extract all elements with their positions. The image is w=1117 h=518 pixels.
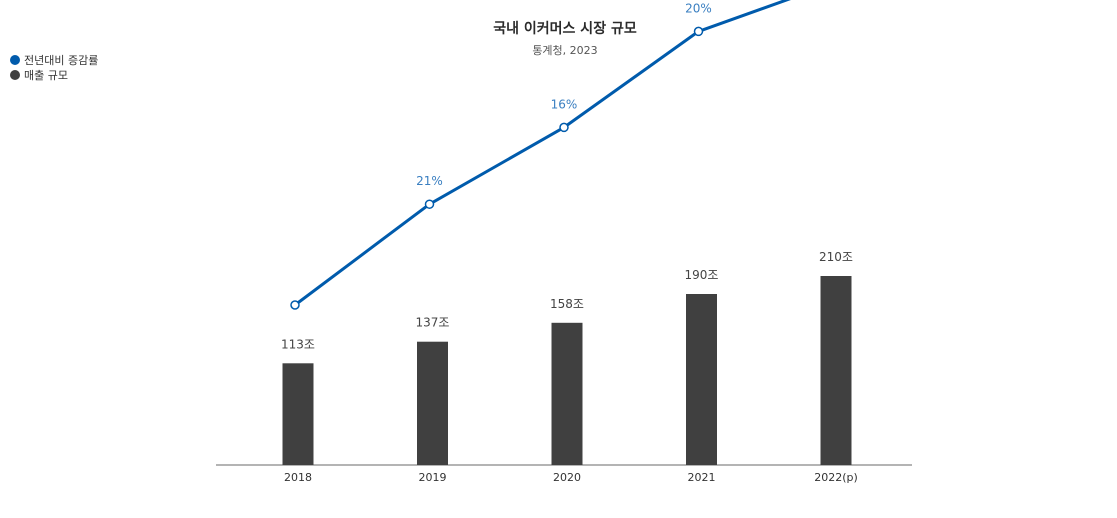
bar-sales-0: [282, 363, 314, 465]
legend-item-sales: 매출 규모: [10, 67, 98, 82]
chart-title: 국내 이커머스 시장 규모: [493, 21, 637, 37]
rate-point-2: [559, 122, 569, 133]
bar-label-3: 190조: [685, 268, 719, 282]
x-tick-label-3: 2021: [688, 471, 716, 484]
rate-label-2: 16%: [551, 97, 578, 111]
rate-point-0: [290, 300, 300, 310]
x-tick-label-4: 2022(p): [814, 471, 858, 484]
x-tick-label-1: 2019: [419, 471, 447, 484]
x-tick-label-0: 2018: [284, 471, 312, 484]
legend-item-rate: 전년대비 증감률: [10, 52, 98, 67]
legend-rate-label: 전년대비 증감률: [24, 53, 99, 67]
rate-line: [294, 0, 791, 307]
bar-label-1: 137조: [416, 316, 450, 330]
rate-point-1: [424, 199, 435, 209]
chart-subtitle: 통계청, 2023: [532, 44, 598, 57]
rate-point-3: [693, 26, 704, 37]
bar-sales-1: [417, 341, 448, 465]
chart-legend: 전년대비 증감률 매출 규모: [10, 52, 98, 82]
legend-rate-dot-icon: [10, 54, 20, 65]
bar-label-4: 210조: [819, 250, 853, 264]
legend-sales-dot-icon: [10, 69, 20, 80]
bar-sales-2: [551, 322, 583, 465]
rate-label-1: 21%: [416, 174, 443, 188]
legend-sales-label: 매출 규모: [24, 68, 68, 82]
bar-sales-4: [820, 276, 852, 465]
x-tick-label-2: 2020: [553, 471, 581, 484]
rate-label-3: 20%: [685, 1, 712, 15]
bar-label-0: 113조: [281, 337, 315, 351]
bar-sales-3: [686, 294, 717, 465]
bar-label-2: 158조: [550, 297, 584, 311]
